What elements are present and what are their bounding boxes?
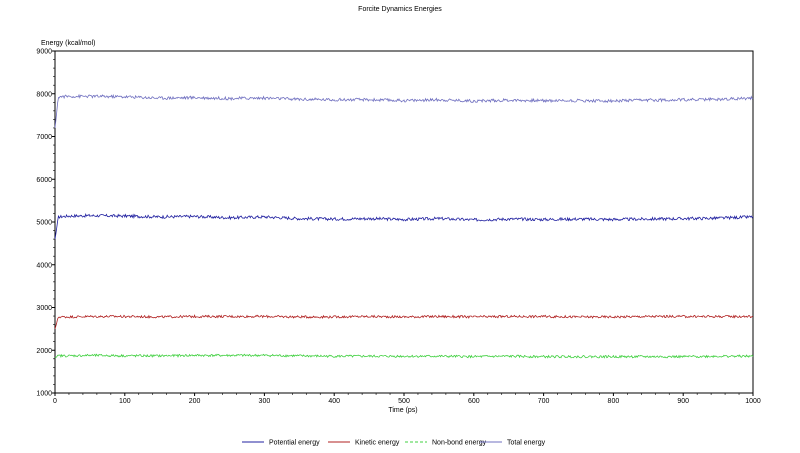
x-axis-label: Time (ps) bbox=[388, 407, 417, 414]
series-line bbox=[54, 314, 754, 330]
x-tick-label: 0 bbox=[53, 398, 57, 405]
x-tick-label: 200 bbox=[189, 398, 201, 405]
y-tick-label: 1000 bbox=[36, 391, 52, 398]
legend-label: Potential energy bbox=[269, 440, 320, 447]
legend: Potential energy Kinetic energy Non-bond e… bbox=[242, 440, 546, 447]
legend-label: Non-bond energy bbox=[432, 440, 487, 447]
legend-label: Kinetic energy bbox=[355, 440, 400, 447]
x-tick-label: 300 bbox=[259, 398, 271, 405]
y-tick-label: 7000 bbox=[36, 134, 52, 141]
x-tick-label: 600 bbox=[468, 398, 480, 405]
plot-border bbox=[54, 50, 754, 394]
y-tick-label: 4000 bbox=[36, 262, 52, 269]
y-tick-label: 3000 bbox=[36, 305, 52, 312]
series-line bbox=[54, 353, 754, 359]
y-tick-label: 5000 bbox=[36, 220, 52, 227]
x-tick-label: 100 bbox=[119, 398, 131, 405]
legend-label: Total energy bbox=[507, 440, 546, 447]
y-tick-label: 6000 bbox=[36, 177, 52, 184]
x-tick-label: 500 bbox=[398, 398, 410, 405]
series-line bbox=[54, 93, 754, 128]
x-tick-label: 800 bbox=[608, 398, 620, 405]
series-line bbox=[54, 212, 754, 240]
y-tick-label: 8000 bbox=[36, 91, 52, 98]
y-axis: 1000 2000 3000 4000 5000 6000 7000 8000 9000 bbox=[36, 49, 55, 398]
x-tick-label: 1000 bbox=[745, 398, 761, 405]
series-lines bbox=[54, 93, 754, 359]
y-tick-label: 9000 bbox=[36, 49, 52, 56]
x-tick-label: 400 bbox=[328, 398, 340, 405]
x-tick-label: 900 bbox=[677, 398, 689, 405]
x-axis: 0 100 200 300 400 500 600 700 800 900 1000 bbox=[53, 393, 761, 405]
x-tick-label: 700 bbox=[538, 398, 550, 405]
y-tick-label: 2000 bbox=[36, 348, 52, 355]
chart-title: Forcite Dynamics Energies bbox=[358, 6, 442, 13]
y-axis-label: Energy (kcal/mol) bbox=[41, 40, 95, 47]
plot-area bbox=[54, 50, 754, 394]
